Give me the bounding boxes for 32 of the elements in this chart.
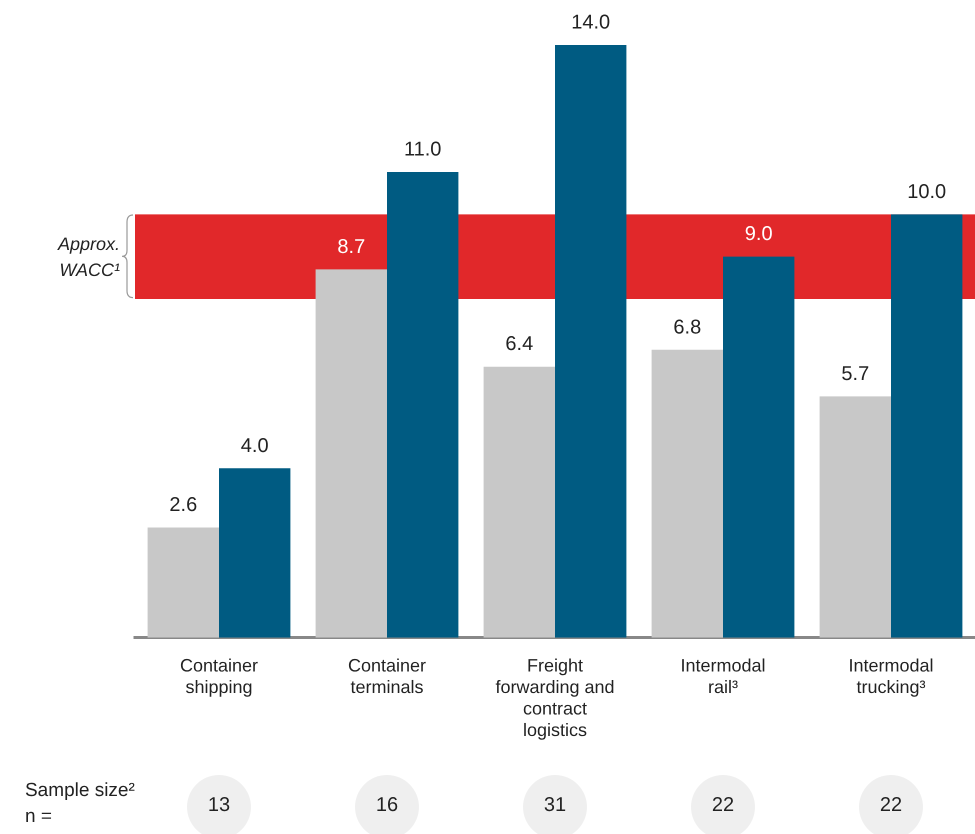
data-label: 14.0 — [571, 12, 610, 34]
text: Sample size² n = — [25, 779, 136, 829]
bar — [652, 350, 723, 638]
data-label: 4.0 — [240, 434, 269, 457]
band-label: Approx. WACC¹ — [56, 232, 120, 282]
x-tick-label: Freight forwarding and contract logistics — [495, 655, 615, 740]
bar — [723, 256, 794, 638]
text: 16 — [374, 794, 400, 817]
x-tick-label: Intermodal trucking³ — [848, 655, 934, 697]
data-label: 6.4 — [505, 333, 534, 356]
bar — [891, 214, 962, 638]
x-tick-label: Container shipping — [180, 655, 258, 697]
bar — [555, 45, 626, 638]
text: 22 — [710, 794, 736, 817]
text: 22 — [878, 794, 904, 817]
bar — [219, 468, 290, 638]
bar — [820, 396, 891, 638]
data-label: 10.0 — [907, 180, 946, 203]
text: 13 — [206, 794, 232, 817]
bar — [148, 528, 219, 638]
bar — [387, 172, 458, 638]
x-tick-label: Container terminals — [348, 655, 426, 697]
data-label: 2.6 — [169, 494, 198, 516]
data-label: 8.7 — [337, 236, 366, 258]
data-label: 9.0 — [744, 223, 773, 246]
data-label: 6.8 — [673, 316, 702, 338]
data-label: 11.0 — [404, 138, 442, 160]
x-tick-label: Intermodal rail³ — [680, 655, 766, 697]
text: 31 — [542, 794, 568, 817]
bar — [316, 269, 387, 638]
bar — [484, 366, 555, 638]
data-label: 5.7 — [841, 362, 870, 385]
